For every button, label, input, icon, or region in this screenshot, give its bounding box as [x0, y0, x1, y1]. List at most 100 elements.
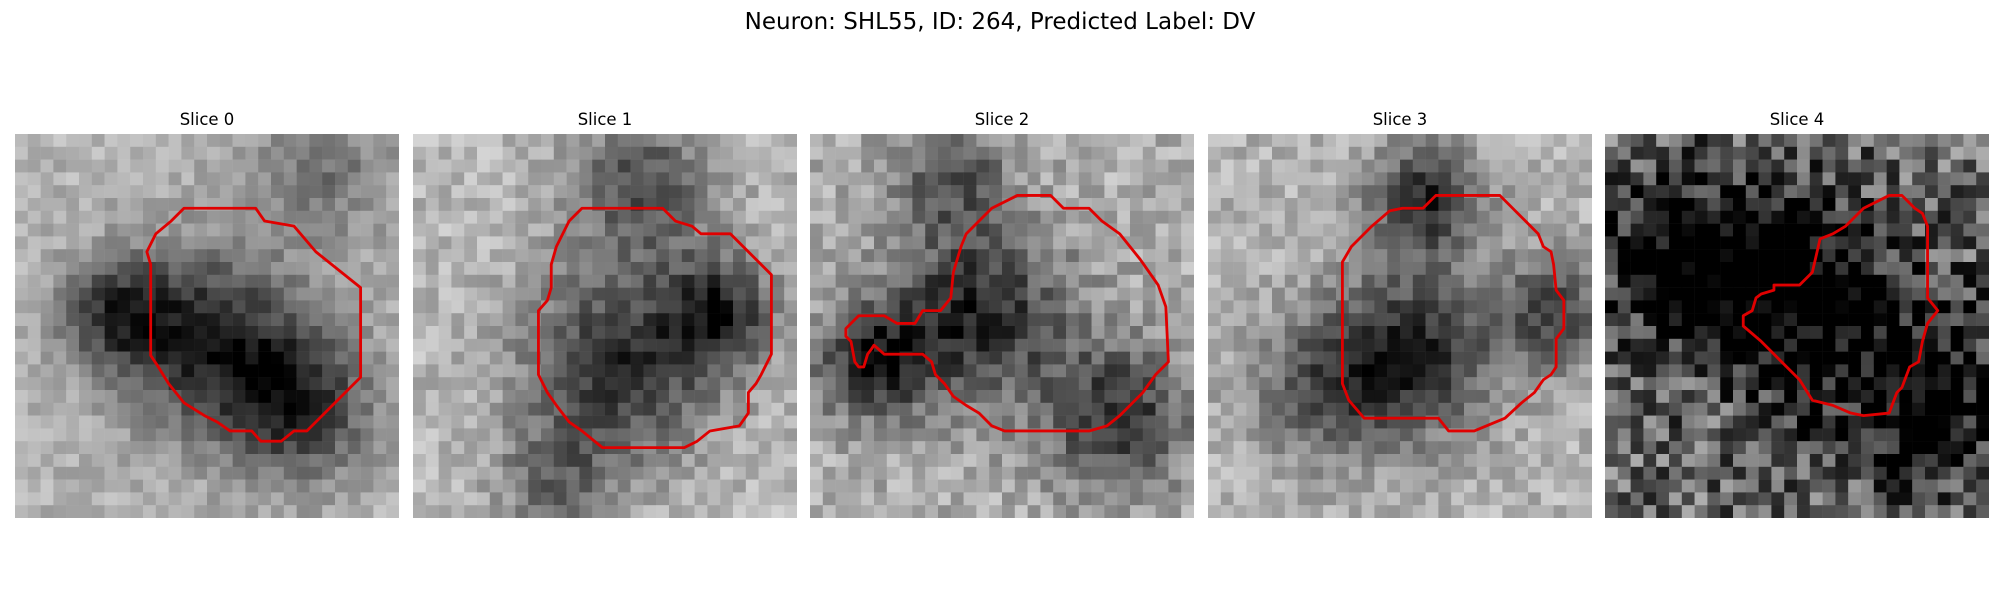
pixel — [950, 300, 964, 314]
pixel — [592, 441, 606, 455]
pixel — [720, 402, 734, 416]
pixel — [912, 172, 926, 186]
pixel — [822, 313, 836, 327]
pixel — [848, 454, 862, 468]
pixel — [784, 274, 797, 288]
pixel — [438, 441, 452, 455]
pixel — [1284, 364, 1298, 378]
pixel — [1272, 198, 1286, 212]
pixel — [438, 134, 452, 148]
pixel — [1181, 492, 1194, 506]
pixel — [950, 287, 964, 301]
pixel — [630, 479, 644, 493]
pixel — [477, 274, 491, 288]
pixel — [1104, 364, 1118, 378]
pixel — [477, 146, 491, 160]
pixel — [1809, 505, 1823, 518]
pixel — [1130, 185, 1144, 199]
pixel — [1899, 505, 1913, 518]
pixel — [989, 172, 1003, 186]
pixel — [1168, 249, 1182, 263]
pixel — [1155, 326, 1169, 340]
pixel — [1515, 300, 1529, 314]
pixel — [207, 287, 221, 301]
pixel — [669, 364, 683, 378]
pixel — [1014, 505, 1028, 518]
pixel — [1117, 262, 1131, 276]
pixel — [40, 338, 54, 352]
pixel — [1822, 185, 1836, 199]
pixel — [1464, 377, 1478, 391]
pixel — [40, 313, 54, 327]
pixel — [1540, 351, 1554, 365]
pixel — [1014, 351, 1028, 365]
pixel — [822, 338, 836, 352]
pixel — [438, 198, 452, 212]
pixel — [1117, 492, 1131, 506]
pixel — [1656, 210, 1670, 224]
pixel — [117, 377, 131, 391]
pixel — [1669, 326, 1683, 340]
pixel — [835, 364, 849, 378]
pixel — [1681, 441, 1695, 455]
pixel — [1297, 441, 1311, 455]
pixel — [271, 262, 285, 276]
pixel — [1579, 338, 1592, 352]
pixel — [912, 402, 926, 416]
pixel — [1066, 466, 1080, 480]
pixel — [1540, 134, 1554, 148]
pixel — [1233, 479, 1247, 493]
pixel — [758, 492, 772, 506]
pixel — [451, 313, 465, 327]
pixel — [630, 146, 644, 160]
pixel — [1233, 390, 1247, 404]
pixel — [1720, 159, 1734, 173]
pixel — [1733, 262, 1747, 276]
pixel — [373, 287, 387, 301]
pixel — [1040, 287, 1054, 301]
pixel — [1963, 479, 1977, 493]
pixel — [1066, 274, 1080, 288]
pixel — [104, 338, 118, 352]
pixel — [605, 466, 619, 480]
pixel — [1733, 223, 1747, 237]
pixel — [1566, 441, 1580, 455]
pixel — [232, 338, 246, 352]
pixel — [413, 428, 427, 442]
pixel — [886, 159, 900, 173]
pixel — [1540, 313, 1554, 327]
pixel — [1950, 415, 1964, 429]
pixel — [1451, 492, 1465, 506]
pixel — [271, 274, 285, 288]
pixel — [181, 415, 195, 429]
pixel — [1361, 313, 1375, 327]
pixel — [758, 300, 772, 314]
pixel — [1233, 300, 1247, 314]
pixel — [528, 236, 542, 250]
pixel — [1809, 210, 1823, 224]
pixel — [464, 402, 478, 416]
pixel — [1438, 287, 1452, 301]
pixel — [1104, 402, 1118, 416]
pixel — [1412, 185, 1426, 199]
pixel — [1310, 159, 1324, 173]
pixel — [1694, 198, 1708, 212]
pixel — [1822, 454, 1836, 468]
pixel — [15, 454, 29, 468]
pixel — [232, 351, 246, 365]
pixel — [1361, 210, 1375, 224]
pixel — [579, 454, 593, 468]
slice-panel-0: Slice 0 — [15, 108, 399, 518]
pixel — [1873, 159, 1887, 173]
pixel — [1130, 428, 1144, 442]
pixel — [1142, 402, 1156, 416]
pixel — [643, 146, 657, 160]
pixel — [1284, 146, 1298, 160]
pixel — [425, 210, 439, 224]
pixel — [976, 326, 990, 340]
pixel — [117, 223, 131, 237]
pixel — [207, 172, 221, 186]
pixel — [1040, 377, 1054, 391]
pixel — [1771, 326, 1785, 340]
pixel — [271, 236, 285, 250]
